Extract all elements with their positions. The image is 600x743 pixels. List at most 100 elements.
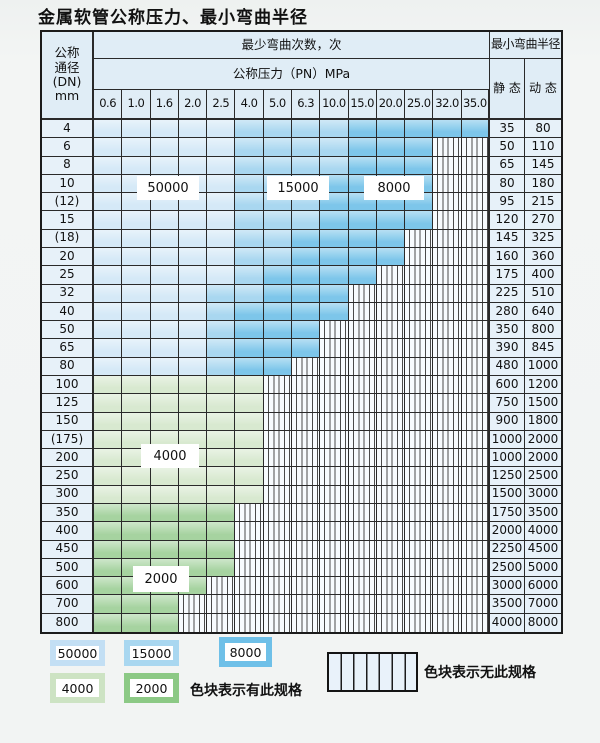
dynamic-radius-value: 325	[525, 229, 561, 248]
no-spec-cell	[263, 595, 292, 614]
dynamic-radius-value: 80	[525, 120, 561, 139]
pressure-tick-5.0: 5.0	[263, 90, 292, 120]
dynamic-radius-value: 510	[525, 284, 561, 303]
spec-cell-b4	[207, 376, 236, 395]
spec-cell-b50	[94, 284, 123, 303]
spec-cell-b2	[122, 540, 151, 559]
dynamic-radius-value: 215	[525, 193, 561, 212]
spec-cell-b50	[150, 211, 179, 230]
spec-cell-b15	[263, 248, 292, 267]
spec-table-grid: 公称 通径 (DN) mm 最少弯曲次数，次 最小弯曲半径 公称压力（PN）MP…	[40, 30, 563, 634]
pressure-tick-25.0: 25.0	[405, 90, 434, 120]
no-spec-cell	[405, 449, 434, 468]
spec-cell-b8	[292, 266, 321, 285]
spec-cell-b4	[235, 412, 264, 431]
spec-cell-b50	[122, 229, 151, 248]
spec-cell-b4	[94, 467, 123, 486]
no-spec-cell	[461, 394, 490, 413]
no-spec-cell	[376, 522, 406, 541]
dn-label: 700	[42, 595, 94, 614]
spec-cell-b4	[178, 394, 208, 413]
no-spec-cell	[292, 522, 321, 541]
spec-cell-b4	[235, 430, 264, 450]
no-spec-cell	[433, 138, 462, 157]
no-spec-cell	[405, 595, 434, 614]
spec-cell-b8	[320, 266, 349, 285]
spec-cell-b8	[461, 120, 490, 139]
spec-cell-b50	[94, 266, 123, 285]
dn-label: 125	[42, 394, 94, 413]
spec-cell-b8	[235, 302, 264, 322]
no-spec-cell	[348, 302, 377, 322]
spec-cell-b50	[122, 211, 151, 230]
pressure-tick-6.3: 6.3	[292, 90, 321, 120]
no-spec-cell	[433, 558, 462, 578]
dn-label: 6	[42, 138, 94, 157]
spec-cell-b8	[320, 284, 349, 303]
no-spec-cell	[348, 595, 377, 614]
dynamic-radius-value: 4000	[525, 522, 561, 541]
spec-cell-b50	[150, 284, 179, 303]
no-spec-cell	[405, 357, 434, 376]
no-spec-cell	[235, 613, 264, 632]
no-spec-cell	[405, 613, 434, 632]
static-radius-value: 95	[490, 193, 525, 212]
spec-cell-b4	[150, 376, 179, 395]
spec-cell-b8	[376, 156, 406, 175]
spec-cell-b15	[235, 120, 264, 139]
static-radius-value: 1000	[490, 430, 525, 450]
spec-cell-b50	[150, 138, 179, 157]
spec-cell-b50	[94, 120, 123, 139]
spec-cell-b50	[94, 211, 123, 230]
no-spec-cell	[461, 211, 490, 230]
spec-cell-b8	[235, 321, 264, 340]
no-spec-cell	[348, 577, 377, 596]
static-radius-value: 2000	[490, 522, 525, 541]
dn-label: 150	[42, 412, 94, 431]
spec-cell-b50	[178, 229, 208, 248]
spec-cell-b50	[122, 120, 151, 139]
spec-cell-b8	[405, 211, 434, 230]
no-spec-cell	[405, 430, 434, 450]
bend-count-header: 最少弯曲次数，次	[94, 32, 490, 59]
spec-cell-b2	[122, 595, 151, 614]
dn-label: (175)	[42, 430, 94, 450]
no-spec-cell	[461, 485, 490, 504]
spec-cell-b2	[94, 540, 123, 559]
spec-cell-b8	[348, 266, 377, 285]
spec-cell-b50	[207, 174, 236, 194]
spec-cell-b50	[207, 248, 236, 267]
no-spec-cell	[292, 357, 321, 376]
spec-cell-b15	[263, 138, 292, 157]
nominal-pressure-header: 公称压力（PN）MPa	[94, 59, 490, 90]
spec-cell-b50	[94, 302, 123, 322]
no-spec-cell	[433, 449, 462, 468]
no-spec-cell	[461, 522, 490, 541]
spec-cell-b2	[178, 522, 208, 541]
no-spec-cell	[433, 430, 462, 450]
spec-cell-b8	[263, 357, 292, 376]
static-radius-value: 65	[490, 156, 525, 175]
static-radius-value: 225	[490, 284, 525, 303]
spec-cell-b50	[94, 138, 123, 157]
static-radius-value: 1250	[490, 467, 525, 486]
spec-cell-b15	[235, 193, 264, 212]
no-spec-cell	[292, 394, 321, 413]
spec-cell-b50	[122, 248, 151, 267]
static-radius-value: 480	[490, 357, 525, 376]
no-spec-cell	[320, 540, 349, 559]
spec-cell-b8	[348, 211, 377, 230]
spec-cell-b4	[122, 376, 151, 395]
dynamic-radius-value: 3000	[525, 485, 561, 504]
spec-cell-b4	[122, 394, 151, 413]
spec-cell-b8	[263, 302, 292, 322]
no-spec-cell	[405, 248, 434, 267]
pressure-tick-1.0: 1.0	[122, 90, 151, 120]
spec-cell-b4	[150, 412, 179, 431]
spec-cell-b50	[178, 284, 208, 303]
no-spec-cell	[320, 339, 349, 358]
spec-cell-b8	[263, 339, 292, 358]
spec-cell-b50	[207, 193, 236, 212]
no-spec-cell	[263, 467, 292, 486]
spec-cell-b15	[235, 284, 264, 303]
